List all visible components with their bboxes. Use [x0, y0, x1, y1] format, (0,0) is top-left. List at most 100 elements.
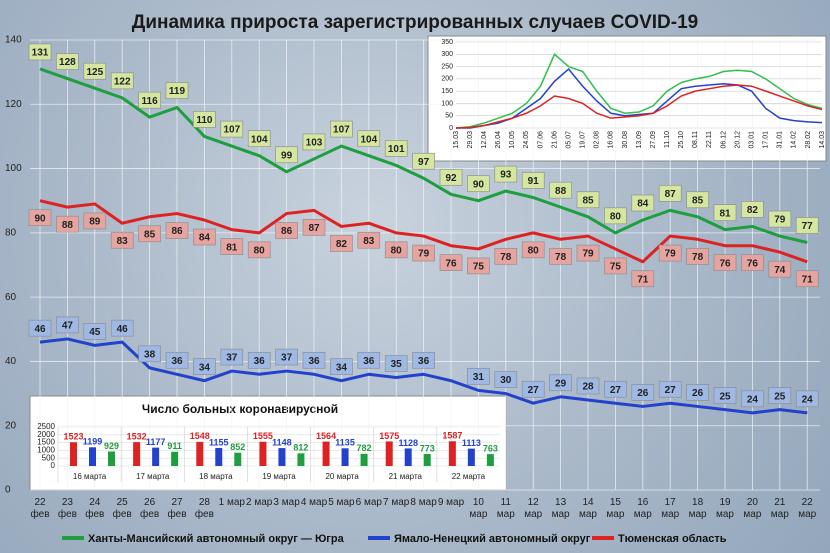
value-label-box [795, 390, 819, 408]
value-label-box [110, 231, 134, 249]
value-label-box [165, 222, 189, 239]
value-label: 29 [555, 378, 567, 389]
value-label: 77 [802, 221, 814, 232]
value-label: 24 [802, 394, 814, 405]
bar [385, 441, 393, 466]
x-tick-label: 13.09 [636, 131, 643, 149]
bar [423, 453, 431, 466]
x-tick-label: 11.10 [664, 131, 671, 148]
x-tick-label: 10 мар [469, 497, 488, 520]
value-label: 35 [391, 359, 403, 370]
bar [341, 448, 349, 466]
value-label: 782 [357, 443, 372, 453]
value-label: 80 [254, 245, 266, 256]
x-tick-label: 8 мар [410, 497, 437, 508]
x-tick-label: 28 фев [194, 497, 214, 520]
value-label: 86 [171, 226, 183, 237]
value-label-box [138, 225, 161, 243]
bar [152, 447, 160, 466]
value-label-box [631, 194, 655, 212]
value-label: 87 [308, 223, 320, 234]
x-tick-label: 3 мар [273, 497, 300, 508]
value-label-box [604, 257, 627, 275]
y-tick-label: 150 [441, 88, 453, 95]
value-label: 36 [363, 356, 375, 367]
x-tick-label: 21.06 [551, 131, 558, 149]
x-tick-label: 22 марта [452, 472, 486, 481]
x-tick-label: 26.04 [495, 131, 502, 149]
x-tick-label: 1 мар [218, 497, 245, 508]
value-label-box [110, 319, 134, 337]
x-tick-label: 7 мар [383, 497, 410, 508]
value-label-box [494, 247, 518, 265]
bar [89, 447, 96, 466]
value-label: 81 [226, 242, 238, 253]
value-label: 47 [62, 321, 74, 332]
value-label: 107 [333, 125, 350, 136]
value-label: 79 [418, 249, 430, 260]
value-label-box [56, 53, 79, 70]
x-tick-label: 20 мар [743, 497, 762, 520]
x-tick-label: 31.01 [777, 131, 784, 149]
value-label: 93 [500, 170, 512, 181]
value-label: 83 [117, 236, 129, 247]
bar [70, 442, 77, 466]
x-tick-label: 17 марта [136, 472, 170, 481]
series-line [455, 53, 823, 129]
value-label: 101 [388, 144, 405, 155]
x-tick-label: 12.04 [481, 131, 488, 149]
value-label-box [357, 351, 381, 369]
bar [322, 441, 330, 466]
x-tick-label: 16 марта [73, 472, 107, 481]
x-tick-label: 10.05 [509, 131, 516, 149]
x-tick-label: 28.02 [805, 131, 812, 149]
value-label: 45 [89, 327, 101, 338]
value-label-box [713, 254, 737, 272]
y-tick-label: 60 [5, 292, 17, 303]
value-label: 78 [555, 252, 567, 263]
value-label: 36 [254, 356, 266, 367]
x-tick-label: 22 фев [30, 497, 50, 520]
value-label: 90 [34, 213, 46, 224]
value-label: 119 [169, 86, 186, 97]
value-label-box [138, 345, 161, 363]
value-label: 25 [774, 391, 786, 402]
value-label-box [576, 377, 600, 395]
value-label: 28 [582, 382, 594, 393]
x-tick-label: 19 мар [716, 497, 734, 520]
x-tick-label: 05.07 [565, 131, 572, 149]
value-label-box [302, 351, 326, 369]
value-label-box [83, 212, 107, 230]
x-tick-label: 9 мар [437, 497, 465, 508]
x-tick-label: 07.06 [537, 131, 544, 149]
x-tick-label: 20 марта [325, 472, 359, 481]
value-label-box [658, 185, 682, 202]
value-label: 812 [293, 443, 308, 453]
x-tick-label: 5 мар [328, 497, 355, 508]
value-label-box [28, 319, 52, 337]
bar [297, 453, 305, 466]
value-label-box [330, 235, 353, 252]
bar [234, 452, 242, 466]
value-label-box [247, 351, 271, 369]
value-label: 90 [473, 179, 485, 190]
value-label-box [220, 238, 244, 255]
series-line [39, 199, 808, 264]
value-label-box [439, 254, 463, 272]
value-label: 80 [610, 211, 622, 222]
bar [259, 441, 267, 466]
x-tick-label: 19 марта [262, 472, 296, 481]
value-label-box [494, 165, 518, 183]
y-tick-label: 100 [5, 163, 22, 174]
value-label-box [686, 191, 709, 209]
value-label-box [83, 323, 107, 340]
x-tick-label: 14.02 [791, 131, 798, 149]
value-label: 37 [226, 353, 238, 364]
y-tick-label: 2000 [37, 430, 55, 439]
value-label-box [220, 348, 244, 366]
y-tick-label: 0 [51, 461, 56, 470]
value-label-box [467, 257, 490, 275]
value-label: 46 [34, 324, 46, 335]
value-label-box [604, 380, 627, 398]
y-tick-label: 250 [441, 63, 453, 70]
